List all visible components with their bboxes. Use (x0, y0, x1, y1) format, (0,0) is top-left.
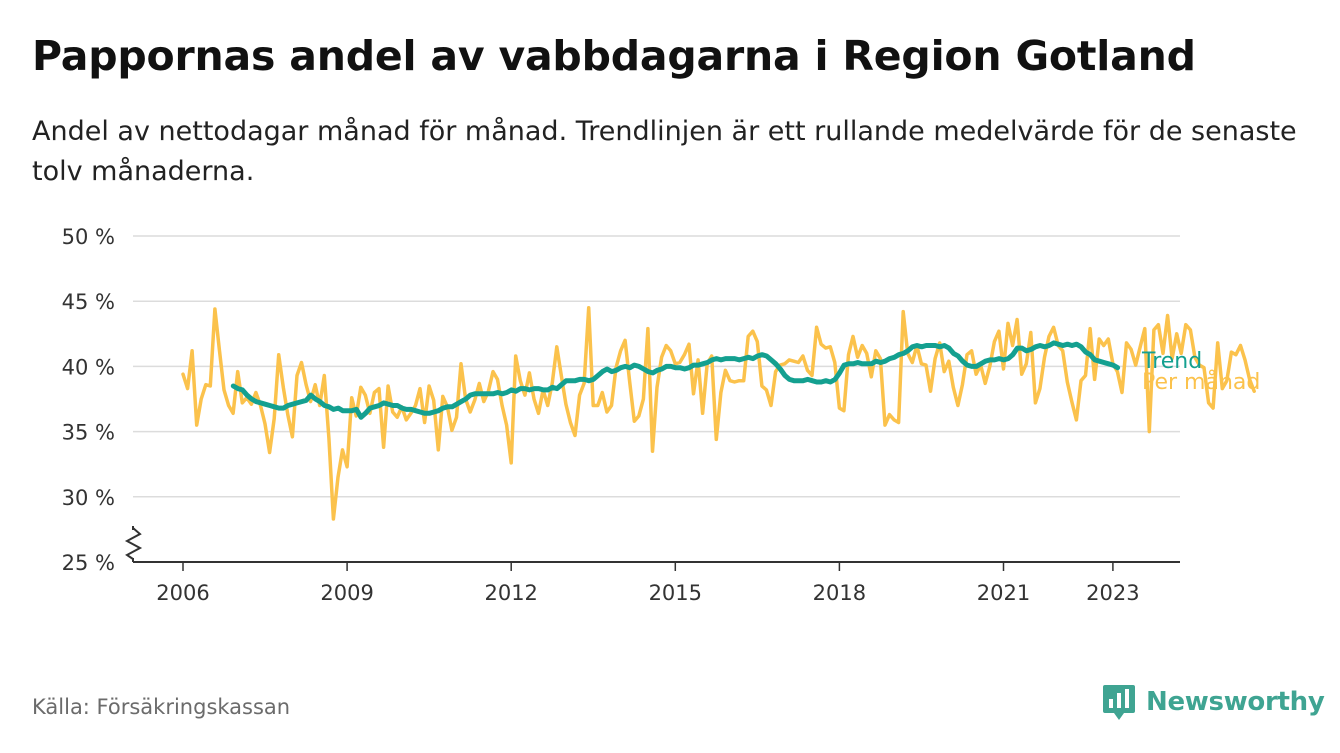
series-line-trend (230, 340, 1121, 420)
y-tick-label: 25 % (62, 551, 115, 575)
y-tick-label: 40 % (62, 355, 115, 379)
chart-title: Pappornas andel av vabbdagarna i Region … (32, 32, 1196, 80)
line-chart: 25 % 30 % 35 % 40 % 45 % 50 % 2006 2009 2012 201… (62, 225, 1261, 605)
brand-name: Newsworthy (1146, 687, 1325, 717)
x-tick-label: 2023 (1086, 581, 1139, 605)
y-tick-label: 45 % (62, 290, 115, 314)
axis-break-icon (124, 527, 143, 560)
legend-label-per-manad: Per månad (1142, 369, 1260, 395)
x-tick-label: 2012 (484, 581, 537, 605)
chart-subtitle: Andel av nettodagar månad för månad. Tre… (32, 116, 1297, 187)
x-tick-label: 2006 (156, 581, 209, 605)
source-text: Källa: Försäkringskassan (32, 695, 291, 719)
legend-label-trend: Trend (1141, 349, 1202, 374)
x-tick-label: 2018 (813, 581, 866, 605)
y-tick-label: 35 % (62, 421, 115, 445)
series-line-per-manad (181, 305, 1256, 521)
bar-chart-logo-icon (1103, 685, 1135, 720)
x-tick-label: 2021 (977, 581, 1030, 605)
brand-logo[interactable]: Newsworthy (1102, 683, 1325, 721)
series-lines (181, 305, 1256, 521)
x-tick-label: 2015 (649, 581, 702, 605)
y-tick-labels: 25 % 30 % 35 % 40 % 45 % 50 % (62, 225, 115, 575)
y-tick-label: 30 % (62, 486, 115, 510)
x-axis: 2006 2009 2012 2015 2018 2021 2023 (124, 526, 1180, 605)
x-tick-label: 2009 (320, 581, 373, 605)
gridlines (133, 235, 1180, 498)
y-tick-label: 50 % (62, 225, 115, 249)
